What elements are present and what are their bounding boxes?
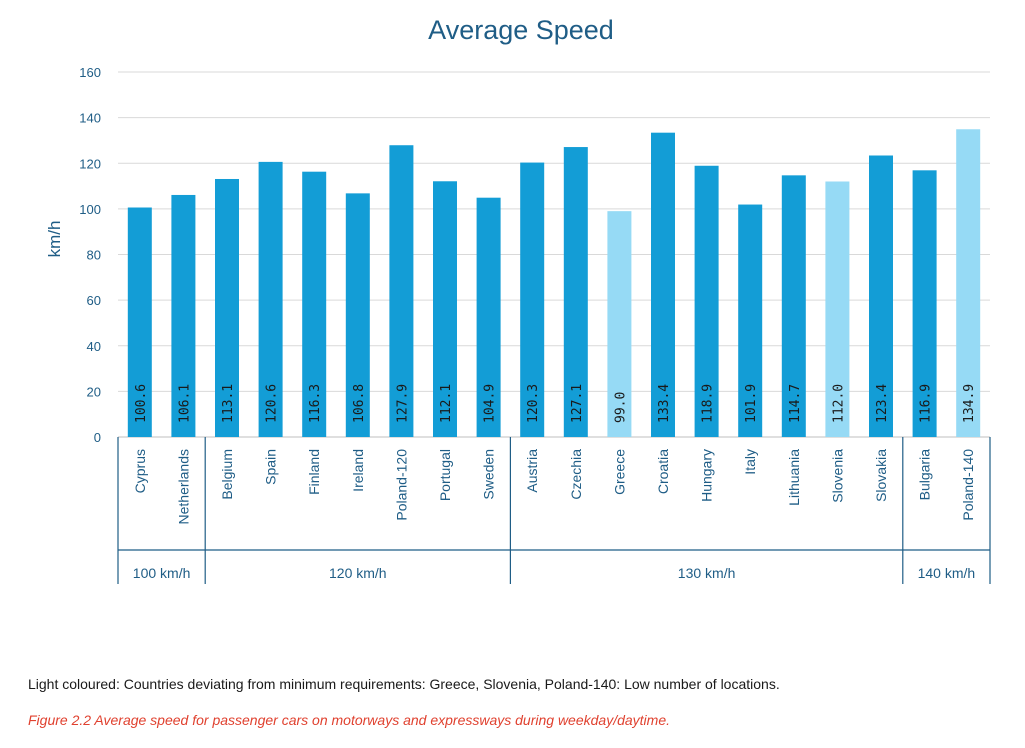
category-label: Portugal	[437, 449, 453, 501]
bar-value-label: 118.9	[701, 384, 716, 423]
bar	[651, 132, 675, 437]
bar-value-label: 112.0	[831, 384, 846, 423]
y-tick-label: 100	[79, 202, 101, 217]
group-label: 140 km/h	[918, 565, 976, 581]
category-label: Sweden	[481, 449, 497, 500]
bars: 100.6 106.1 113.1 120.6 116.3 106.8 127.9 112.1…	[127, 129, 981, 438]
bar	[258, 161, 283, 437]
category-label: Czechia	[568, 449, 584, 500]
category-label: Greece	[611, 449, 627, 495]
bar-value-label: 114.7	[788, 384, 803, 423]
bar-value-label: 101.9	[744, 384, 759, 423]
y-tick-label: 20	[87, 384, 101, 399]
bar-value-label: 116.9	[919, 384, 934, 423]
category-label: Poland-120	[393, 449, 409, 521]
bar-value-label: 99.0	[613, 392, 628, 423]
bar	[912, 170, 937, 437]
bar	[433, 181, 457, 437]
category-label: Slovakia	[873, 449, 889, 502]
category-label: Cyprus	[132, 449, 148, 493]
bar	[345, 193, 370, 437]
y-axis-label: km/h	[45, 221, 64, 258]
bar-value-label: 133.4	[657, 384, 672, 423]
bar	[825, 181, 850, 437]
category-labels: Cyprus Netherlands Belgium Spain Finland Irel…	[132, 449, 976, 525]
bar-value-label: 120.6	[265, 384, 280, 423]
group-label: 120 km/h	[329, 565, 387, 581]
category-label: Italy	[742, 449, 758, 475]
category-label: Lithuania	[786, 449, 802, 506]
speed-limit-groups: 100 km/h 120 km/h 130 km/h 140 km/h	[117, 437, 991, 584]
category-label: Poland-140	[960, 449, 976, 521]
group-label: 130 km/h	[678, 565, 736, 581]
bar-value-label: 112.1	[439, 384, 454, 423]
footnote: Light coloured: Countries deviating from…	[28, 676, 780, 692]
bar-value-label: 127.1	[570, 384, 585, 423]
category-label: Hungary	[699, 449, 715, 502]
bar-value-label: 123.4	[875, 384, 890, 423]
y-tick-label: 160	[79, 65, 101, 80]
category-label: Bulgaria	[917, 449, 933, 501]
y-tick-label: 80	[87, 248, 101, 263]
category-label: Croatia	[655, 449, 671, 494]
y-tick-labels: 0 20 40 60 80 100 120 140 160	[79, 65, 101, 445]
average-speed-chart: Average Speed km/h 0 20 40 60 80 100 120 140 160…	[45, 15, 991, 584]
category-label: Belgium	[219, 449, 235, 500]
bar	[607, 211, 632, 437]
figure-caption: Figure 2.2 Average speed for passenger c…	[28, 712, 671, 728]
y-tick-label: 140	[79, 111, 101, 126]
bar-value-label: 100.6	[134, 384, 149, 423]
bar	[389, 145, 414, 437]
bar	[127, 207, 152, 437]
y-tick-label: 0	[94, 430, 101, 445]
bar	[956, 129, 981, 437]
bar-value-label: 113.1	[221, 384, 236, 423]
chart-title: Average Speed	[428, 15, 614, 45]
category-label: Finland	[306, 449, 322, 495]
bar	[738, 204, 763, 437]
bar	[476, 197, 501, 437]
bar	[520, 162, 545, 438]
category-label: Austria	[524, 449, 540, 493]
grid-lines	[118, 71, 990, 438]
category-label: Spain	[263, 449, 279, 485]
bar	[694, 165, 719, 437]
bar-value-label: 106.8	[352, 384, 367, 423]
bar-value-label: 127.9	[395, 384, 410, 423]
y-tick-label: 40	[87, 339, 101, 354]
bar	[869, 155, 893, 437]
bar-value-label: 116.3	[308, 384, 323, 423]
bar	[302, 171, 327, 438]
bar-value-label: 120.3	[526, 384, 541, 423]
bar-value-label: 134.9	[962, 384, 977, 423]
bar	[171, 194, 196, 437]
bar	[563, 147, 588, 437]
category-label: Slovenia	[829, 449, 845, 503]
bar	[215, 178, 239, 437]
bar-value-label: 104.9	[483, 384, 498, 423]
y-tick-label: 120	[79, 156, 101, 171]
bar-value-label: 106.1	[177, 384, 192, 423]
y-tick-label: 60	[87, 293, 101, 308]
category-label: Netherlands	[175, 449, 191, 525]
bar	[781, 175, 806, 437]
category-label: Ireland	[350, 449, 366, 492]
group-label: 100 km/h	[133, 565, 191, 581]
